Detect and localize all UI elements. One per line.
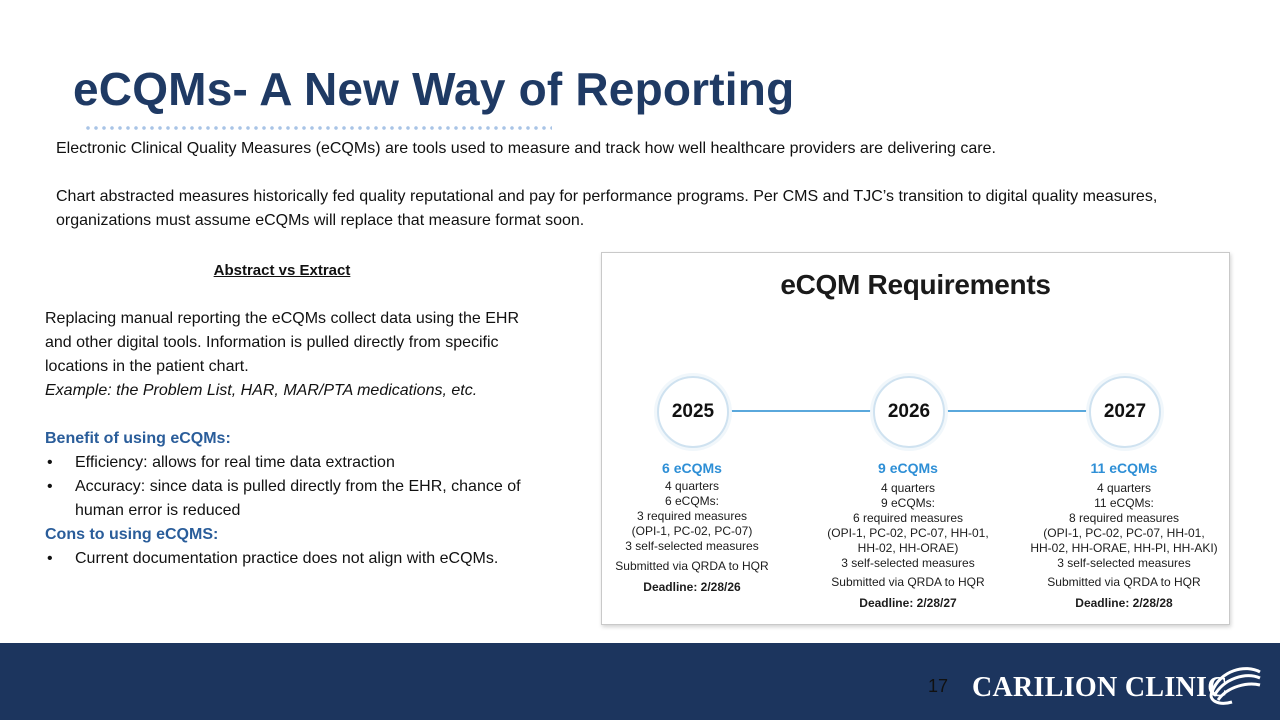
carilion-clinic-logo-text: CARILION CLINIC	[972, 672, 1228, 703]
footer-bar	[0, 643, 1280, 720]
title-underline-dots	[84, 124, 552, 132]
benefit-list: Efficiency: allows for real time data ex…	[45, 451, 525, 523]
year-details-2027: 11 eCQMs 4 quarters 11 eCQMs: 8 required…	[1024, 459, 1224, 611]
detail-line: 4 quarters	[880, 481, 936, 495]
detail-line: 3 required measures	[636, 509, 748, 523]
ecqm-count: 6 eCQMs	[662, 460, 722, 476]
year-circle-2025: 2025	[657, 376, 729, 448]
ecqm-requirements-image: eCQM Requirements 2025 2026 2027 6 eCQMs…	[601, 252, 1230, 625]
detail-line: 8 required measures	[1068, 511, 1180, 525]
detail-line: HH-02, HH-ORAE)	[857, 541, 959, 555]
detail-line: 6 required measures	[852, 511, 964, 525]
body-text: Replacing manual reporting the eCQMs col…	[45, 310, 520, 375]
detail-line: 6 eCQMs:	[664, 494, 719, 508]
left-column: Abstract vs Extract Replacing manual rep…	[45, 259, 525, 571]
detail-line: HH-02, HH-ORAE, HH-PI, HH-AKI)	[1030, 541, 1218, 555]
page-number: 17	[928, 676, 949, 696]
year-circle-2026: 2026	[873, 376, 945, 448]
detail-line: Submitted via QRDA to HQR	[615, 559, 769, 573]
deadline: Deadline: 2/28/27	[859, 596, 957, 610]
year-details-2026: 9 eCQMs 4 quarters 9 eCQMs: 6 required m…	[808, 459, 1008, 611]
detail-line: 4 quarters	[664, 479, 720, 493]
detail-line: 3 self-selected measures	[625, 539, 759, 553]
carilion-swoosh-icon	[1209, 667, 1261, 705]
detail-line: 3 self-selected measures	[1057, 556, 1191, 570]
benefit-heading: Benefit of using eCQMs:	[45, 430, 231, 447]
deadline: Deadline: 2/28/26	[643, 580, 741, 594]
year-circle-2027: 2027	[1089, 376, 1161, 448]
cons-list: Current documentation practice does not …	[45, 547, 525, 571]
cons-heading: Cons to using eCQMS:	[45, 526, 219, 543]
detail-line: (OPI-1, PC-02, PC-07)	[631, 524, 753, 538]
ecqm-count: 11 eCQMs	[1090, 460, 1158, 476]
detail-line: (OPI-1, PC-02, PC-07, HH-01,	[827, 526, 989, 540]
detail-line: 11 eCQMs:	[1094, 496, 1154, 510]
detail-line: (OPI-1, PC-02, PC-07, HH-01,	[1043, 526, 1205, 540]
year-details-2025: 6 eCQMs 4 quarters 6 eCQMs: 3 required m…	[592, 459, 792, 595]
detail-line: Submitted via QRDA to HQR	[831, 575, 985, 589]
intro-text: Electronic Clinical Quality Measures (eC…	[56, 137, 1216, 257]
detail-line: 4 quarters	[1096, 481, 1152, 495]
intro-paragraph-1: Electronic Clinical Quality Measures (eC…	[56, 140, 996, 157]
list-item: Accuracy: since data is pulled directly …	[45, 475, 525, 523]
detail-line: 3 self-selected measures	[841, 556, 975, 570]
list-item: Current documentation practice does not …	[45, 547, 525, 571]
slide-title: eCQMs- A New Way of Reporting	[73, 63, 795, 115]
detail-line: Submitted via QRDA to HQR	[1047, 575, 1201, 589]
intro-paragraph-2: Chart abstracted measures historically f…	[56, 188, 1158, 229]
list-item: Efficiency: allows for real time data ex…	[45, 451, 525, 475]
ecqm-count: 9 eCQMs	[878, 460, 938, 476]
example-text: Example: the Problem List, HAR, MAR/PTA …	[45, 382, 478, 399]
subheading: Abstract vs Extract	[213, 262, 351, 279]
requirements-title: eCQM Requirements	[780, 269, 1051, 300]
deadline: Deadline: 2/28/28	[1075, 596, 1173, 610]
detail-line: 9 eCQMs:	[880, 496, 935, 510]
